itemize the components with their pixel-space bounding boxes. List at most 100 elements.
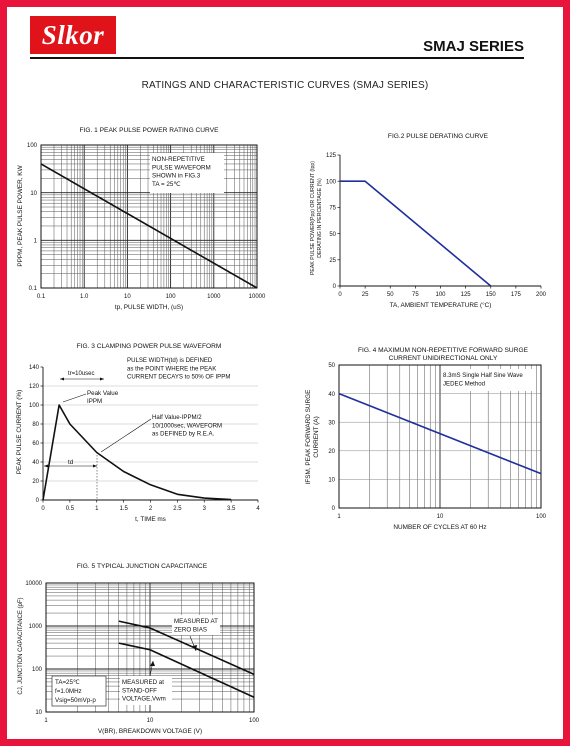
fig2-x-tick-label: 125 — [461, 292, 472, 298]
fig3-y-tick-label: 40 — [32, 460, 39, 466]
fig3-x-label: t, TIME ms — [135, 516, 166, 523]
fig3-title: FIG. 3 CLAMPING POWER PULSE WAVEFORM — [77, 343, 222, 350]
fig2-y-label: PEAK PULSE POWER(Ppp) OR CURRENT (Ipp) — [310, 161, 316, 275]
fig1-y-label: PPPM, PEAK PULSE POWER, KW — [17, 164, 24, 266]
fig5-x-tick-label: 100 — [249, 718, 260, 724]
fig5-standoff-arrow — [150, 661, 155, 666]
fig3-x-tick-label: 1.5 — [119, 506, 128, 512]
fig2-x-tick-label: 100 — [435, 292, 446, 298]
fig3-y-tick-label: 60 — [32, 441, 39, 447]
fig3-y-tick-label: 140 — [29, 365, 40, 371]
fig2-x-tick-label: 175 — [511, 292, 522, 298]
fig1-annotation: TA = 25℃ — [152, 181, 180, 188]
fig5-title: FIG. 5 TYPICAL JUNCTION CAPACITANCE — [77, 563, 208, 570]
fig5-series-line — [118, 620, 255, 676]
fig4-y-label: CURRENT (A) — [313, 416, 320, 457]
fig1-x-tick-label: 1.0 — [80, 294, 89, 300]
fig3-x-tick-label: 2 — [149, 506, 153, 512]
fig3-td-arrow — [44, 464, 48, 468]
fig3-half-label: 10/1000sec, WAVEFORM — [152, 422, 222, 429]
fig5-y-tick-label: 100 — [32, 667, 43, 673]
fig3-y-tick-label: 80 — [32, 422, 39, 428]
fig3-x-tick-label: 0.5 — [66, 506, 75, 512]
fig5-y-tick-label: 10000 — [25, 581, 42, 587]
fig4-annotation: 8.3mS Single Half Sine Wave — [443, 372, 523, 379]
fig2-x-tick-label: 75 — [412, 292, 419, 298]
series-title: SMAJ SERIES — [423, 38, 524, 55]
fig4-y-tick-label: 20 — [328, 449, 335, 455]
fig3-peak-leader — [62, 393, 87, 403]
fig3-half-label: as DEFINED by R.E.A. — [152, 431, 215, 438]
fig5-y-tick-label: 1000 — [29, 624, 43, 630]
fig3-pulse-width-note: as the POINT WHERE the PEAK — [127, 365, 216, 372]
fig2-y-tick-label: 0 — [333, 284, 337, 290]
page-title: RATINGS AND CHARACTERISTIC CURVES (SMAJ … — [141, 80, 429, 91]
fig5-y-tick-label: 10 — [35, 710, 42, 716]
fig5-standoff-box — [120, 676, 172, 705]
fig3-x-tick-label: 3 — [203, 506, 207, 512]
fig4-y-tick-label: 30 — [328, 420, 335, 426]
fig2-x-tick-label: 0 — [338, 292, 342, 298]
fig1-annotation: SHOWN in FIG.3 — [152, 173, 201, 180]
fig4-y-tick-label: 10 — [328, 478, 335, 484]
fig5-standoff-label: VOLTAGE,Vwm — [122, 696, 166, 703]
fig3-y-label: PEAK PULSE CURRENT (%) — [16, 390, 23, 474]
fig2-y-label: DERATING IN PERCENTAGE (%) — [317, 178, 323, 258]
fig5-standoff-label: MEASURED at — [122, 679, 164, 686]
fig5-zero-bias-label: ZERO BIAS — [174, 626, 207, 633]
fig3-td-arrow — [93, 464, 97, 468]
fig5-y-label: CJ, JUNCTION CAPACITANCE (pF) — [18, 597, 24, 694]
fig3-pulse-width-note: PULSE WIDTH(td) is DEFINED — [127, 357, 213, 364]
fig1-series-line — [40, 163, 258, 289]
fig1-x-tick-label: 100 — [166, 294, 177, 300]
fig3-peak-label: IPPM — [87, 398, 102, 405]
fig4-y-tick-label: 50 — [328, 363, 335, 369]
fig5-conditions-label: TA=25℃ — [55, 679, 80, 686]
fig4-y-tick-label: 40 — [328, 392, 335, 398]
fig4-x-tick-label: 1 — [337, 514, 341, 520]
fig2-y-tick-label: 50 — [329, 232, 336, 238]
fig4-annotation-box — [441, 369, 536, 391]
fig5-series-line — [118, 642, 255, 699]
fig4-title: CURRENT UNIDIRECTIONAL ONLY — [389, 355, 498, 362]
fig3-y-tick-label: 20 — [32, 479, 39, 485]
fig3-x-tick-label: 3.5 — [227, 506, 236, 512]
fig5-zero-bias-label: MEASURED AT — [174, 618, 218, 625]
fig3-tr-label: tr=10usec — [68, 371, 95, 377]
fig1-y-tick-label: 10 — [30, 191, 37, 197]
fig3-tr-arrow — [100, 377, 104, 381]
fig2-series-line — [340, 180, 492, 287]
fig5-zero-bias-box — [172, 615, 220, 635]
fig3-peak-label: Peak Value — [87, 390, 119, 397]
fig1-x-label: tp, PULSE WIDTH, (uS) — [115, 304, 183, 311]
fig5-conditions-box — [51, 675, 107, 707]
fig4-plot-frame — [338, 364, 542, 509]
fig2-x-tick-label: 150 — [486, 292, 497, 298]
fig3-half-label: Half Value-IPPM/2 — [152, 414, 202, 421]
fig3-x-tick-label: 0 — [41, 506, 45, 512]
fig4-title: FIG. 4 MAXIMUM NON-REPETITIVE FORWARD SU… — [358, 347, 529, 354]
fig5-conditions-label: Vsig=50mVp-p — [55, 697, 96, 704]
fig3-y-tick-label: 100 — [29, 403, 40, 409]
fig4-x-tick-label: 10 — [437, 514, 444, 520]
fig1-y-tick-label: 0.1 — [29, 286, 38, 292]
fig2-title: FIG.2 PULSE DERATING CURVE — [388, 133, 489, 140]
fig3-x-tick-label: 1 — [95, 506, 99, 512]
fig3-x-tick-label: 2.5 — [173, 506, 182, 512]
fig5-conditions-label: f=1.0MHz — [55, 688, 82, 695]
fig2-y-tick-label: 25 — [329, 258, 336, 264]
fig4-series-line — [338, 392, 542, 475]
fig1-annotation: NON-REPETITIVE — [152, 156, 205, 163]
fig5-x-label: V(BR), BREAKDOWN VOLTAGE (V) — [98, 728, 202, 735]
fig1-title: FIG. 1 PEAK PULSE POWER RATING CURVE — [80, 127, 220, 134]
fig1-y-tick-label: 1 — [34, 239, 38, 245]
fig1-x-tick-label: 0.1 — [37, 294, 46, 300]
fig2-y-tick-label: 100 — [326, 179, 337, 185]
fig3-series-line — [42, 404, 232, 501]
fig5-x-tick-label: 1 — [44, 718, 48, 724]
fig2-y-tick-label: 75 — [329, 206, 336, 212]
fig1-plot-frame — [40, 144, 258, 289]
fig3-half-leader — [100, 418, 152, 453]
